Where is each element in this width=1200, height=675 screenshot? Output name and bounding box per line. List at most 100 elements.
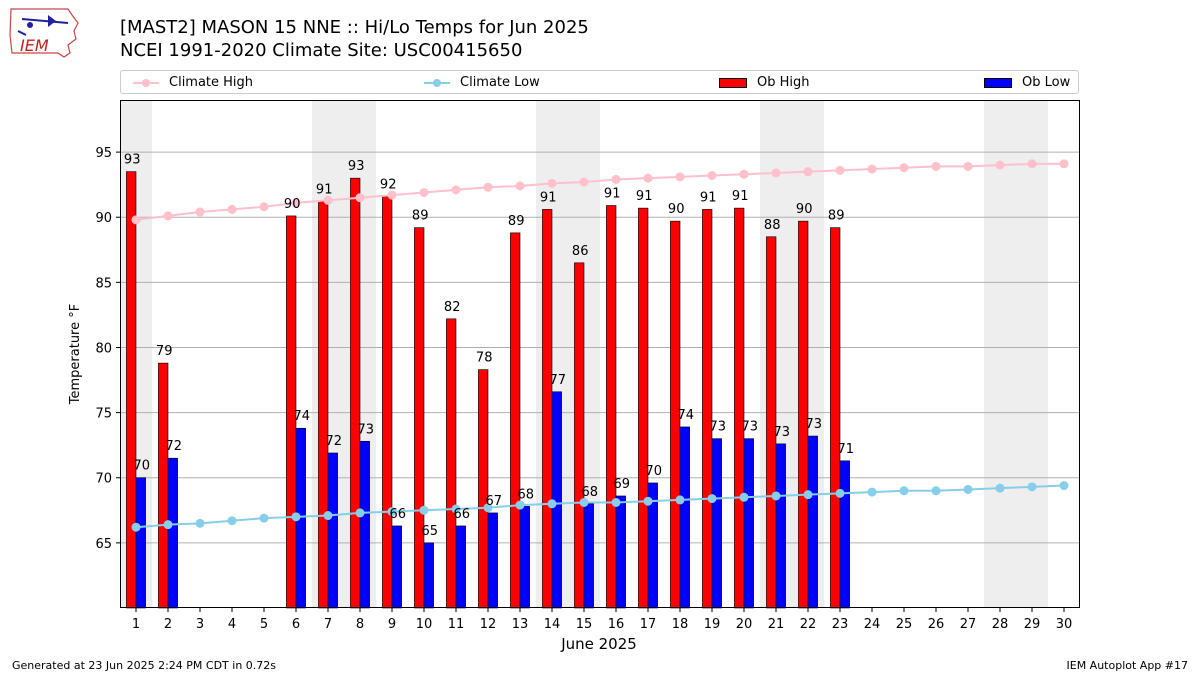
ob-low-bar-label: 69 bbox=[614, 477, 631, 492]
ob-low-bar-label: 68 bbox=[582, 485, 599, 500]
ob-low-bar bbox=[743, 438, 754, 609]
ob-low-bar bbox=[359, 440, 370, 609]
legend-item-climate-low: Climate Low bbox=[424, 74, 540, 92]
ob-high-bar-label: 79 bbox=[156, 344, 173, 359]
ob-low-bar bbox=[519, 506, 530, 609]
climate-high-point bbox=[515, 181, 525, 191]
ob-low-bar-label: 70 bbox=[134, 459, 151, 474]
iem-logo: IEM bbox=[9, 8, 79, 58]
climate-high-point bbox=[867, 164, 877, 174]
climate-high-point bbox=[163, 211, 173, 221]
svg-text:IEM: IEM bbox=[20, 36, 49, 55]
ob-high-bar-label: 91 bbox=[540, 190, 557, 205]
legend-item-ob-high: Ob High bbox=[719, 74, 810, 92]
ob-high-bar-label: 91 bbox=[604, 187, 621, 202]
x-tick-label: 23 bbox=[832, 617, 849, 632]
chart-title: [MAST2] MASON 15 NNE :: Hi/Lo Temps for … bbox=[120, 17, 589, 38]
y-tick-label: 85 bbox=[95, 276, 112, 291]
x-tick-label: 5 bbox=[260, 617, 268, 632]
climate-low-point bbox=[291, 512, 301, 522]
ob-high-bar-label: 90 bbox=[796, 202, 813, 217]
ob-high-bar-label: 91 bbox=[636, 189, 653, 204]
y-tick-label: 95 bbox=[95, 146, 112, 161]
climate-high-point bbox=[355, 193, 365, 203]
x-tick-label: 16 bbox=[608, 617, 625, 632]
ob-high-bar bbox=[126, 171, 137, 609]
ob-low-bar-label: 66 bbox=[390, 507, 407, 522]
climate-low-point bbox=[899, 486, 909, 496]
ob-high-bar bbox=[734, 207, 745, 609]
ob-low-bar-label: 73 bbox=[710, 420, 727, 435]
climate-low-point bbox=[803, 490, 813, 500]
climate-low-point bbox=[323, 511, 333, 521]
climate-lines bbox=[131, 159, 1069, 532]
x-tick-label: 17 bbox=[640, 617, 657, 632]
x-tick-label: 12 bbox=[480, 617, 497, 632]
ob-low-bar bbox=[455, 525, 466, 609]
climate-low-point bbox=[195, 518, 205, 528]
climate-low-point bbox=[675, 495, 685, 505]
x-tick-label: 24 bbox=[864, 617, 881, 632]
ob-high-bar-label: 86 bbox=[572, 244, 589, 259]
x-tick-label: 19 bbox=[704, 617, 721, 632]
climate-low-point bbox=[131, 522, 141, 532]
y-tick-label: 70 bbox=[95, 472, 112, 487]
climate-high-point bbox=[611, 174, 621, 184]
ob-high-bar bbox=[702, 209, 713, 609]
ob-high-bar-label: 89 bbox=[508, 214, 525, 229]
climate-low-point bbox=[451, 504, 461, 514]
climate-low-point bbox=[835, 488, 845, 498]
legend-swatch-icon bbox=[719, 77, 747, 88]
y-tick-label: 90 bbox=[95, 211, 112, 226]
x-tick-label: 4 bbox=[228, 617, 236, 632]
ob-high-bar bbox=[638, 207, 649, 609]
x-tick-label: 7 bbox=[324, 617, 332, 632]
chart-legend: Climate High Climate Low Ob High Ob Low bbox=[120, 70, 1079, 94]
climate-high-point bbox=[1059, 159, 1069, 169]
climate-high-point bbox=[131, 215, 141, 225]
ob-high-bar-label: 88 bbox=[764, 218, 781, 233]
x-tick-label: 25 bbox=[896, 617, 913, 632]
ob-high-bar-label: 93 bbox=[348, 159, 365, 174]
climate-high-point bbox=[1027, 159, 1037, 169]
climate-high-point bbox=[451, 185, 461, 195]
ob-low-bar-label: 67 bbox=[486, 494, 503, 509]
x-tick-label: 21 bbox=[768, 617, 785, 632]
climate-high-point bbox=[739, 169, 749, 179]
climate-high-point bbox=[675, 172, 685, 182]
climate-low-point bbox=[611, 497, 621, 507]
ob-high-bar bbox=[382, 196, 393, 609]
legend-label: Climate Low bbox=[460, 75, 540, 90]
ob-low-bar-label: 68 bbox=[518, 487, 535, 502]
ob-low-bar bbox=[839, 460, 850, 609]
x-tick-label: 2 bbox=[164, 617, 172, 632]
ob-high-bar bbox=[414, 227, 425, 609]
climate-high-point bbox=[547, 178, 557, 188]
legend-label: Ob High bbox=[757, 75, 810, 90]
ob-low-bar bbox=[423, 542, 434, 609]
x-axis-label: June 2025 bbox=[560, 635, 637, 653]
plot-frame bbox=[120, 100, 1080, 608]
climate-high-point bbox=[483, 182, 493, 192]
climate-high-point bbox=[419, 187, 429, 197]
climate-high-point bbox=[771, 168, 781, 178]
climate-low-point bbox=[227, 516, 237, 526]
ob-high-bar-label: 90 bbox=[668, 202, 685, 217]
climate-high-point bbox=[899, 163, 909, 173]
climate-low-line bbox=[135, 484, 1065, 529]
climate-high-point bbox=[579, 177, 589, 187]
legend-swatch-icon bbox=[984, 77, 1012, 88]
ob-high-bar bbox=[446, 318, 457, 609]
ob-high-bar bbox=[350, 177, 361, 609]
ob-low-bar-label: 72 bbox=[326, 434, 343, 449]
ob-low-bar bbox=[327, 452, 338, 609]
ob-low-bar-label: 65 bbox=[422, 524, 439, 539]
ob-low-bar bbox=[775, 443, 786, 609]
ob-high-bar-label: 89 bbox=[828, 209, 845, 224]
legend-line-marker-icon bbox=[424, 78, 450, 87]
ob-high-bar bbox=[318, 201, 329, 609]
climate-high-point bbox=[995, 160, 1005, 170]
ob-low-bar bbox=[167, 457, 178, 609]
y-tick-label: 75 bbox=[95, 407, 112, 422]
y-tick-label: 65 bbox=[95, 537, 112, 552]
